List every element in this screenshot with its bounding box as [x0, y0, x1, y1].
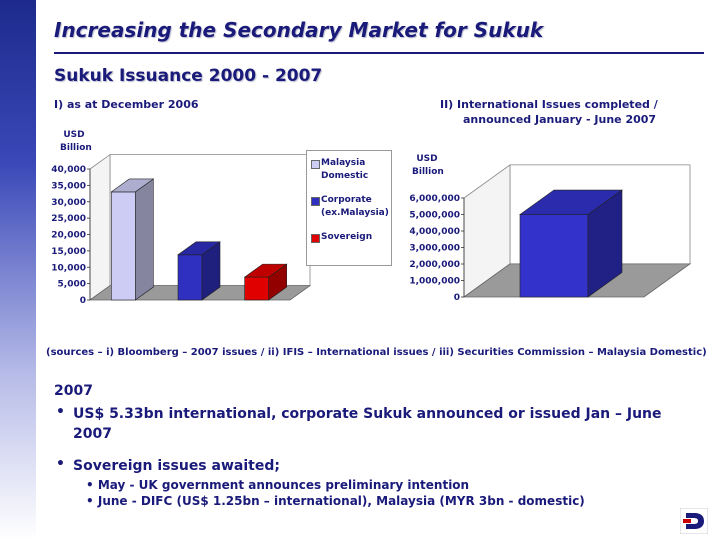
undefined: [243, 263, 288, 278]
legend-item-malaysia-domestic: Malaysia Domestic: [311, 157, 389, 183]
y-tick-label: 5,000,000: [409, 211, 460, 221]
y-tick-label: 10,000: [51, 263, 86, 273]
chart2-unit-line1: USD: [416, 154, 438, 164]
section-subtitle: Sukuk Issuance 2000 - 2007: [54, 66, 323, 86]
bullet-text-2: Sovereign issues awaited;: [73, 458, 280, 474]
undefined: [111, 191, 136, 301]
y-tick-label: 15,000: [51, 247, 86, 257]
y-tick-label: 25,000: [51, 214, 86, 224]
y-tick-label: 5,000: [58, 280, 86, 290]
legend-swatch: [311, 160, 320, 169]
legend-label: Malaysia Domestic: [321, 158, 369, 181]
bullet-1-line1: US$ 5.33bn international, corporate Suku…: [73, 406, 662, 422]
year-heading: 2007: [54, 383, 93, 399]
chart2-unit-line2: Billion: [412, 167, 444, 177]
y-tick-label: 3,000,000: [409, 244, 460, 254]
undefined: [135, 178, 154, 301]
legend-label: Corporate (ex.Malaysia): [321, 195, 389, 218]
y-tick-label: 0: [80, 296, 86, 306]
y-tick-label: 6,000,000: [409, 194, 460, 204]
undefined: [519, 189, 623, 215]
bullet-marker: •: [56, 456, 65, 472]
undefined: [110, 178, 155, 193]
undefined: [177, 241, 221, 256]
company-logo: [680, 508, 708, 534]
chart1-unit-line1: USD: [63, 130, 85, 140]
page-title: Increasing the Secondary Market for Suku…: [54, 18, 544, 42]
y-tick-label: 35,000: [51, 181, 86, 191]
legend-item-corporate: Corporate (ex.Malaysia): [311, 194, 389, 220]
undefined: [89, 153, 111, 301]
y-tick-label: 0: [454, 293, 460, 303]
y-tick-label: 2,000,000: [409, 260, 460, 270]
bullet-1-line2: 2007: [73, 426, 112, 442]
chart1-legend: Malaysia Domestic Corporate (ex.Malaysia…: [306, 150, 392, 266]
y-tick-label: 20,000: [51, 231, 86, 241]
y-tick-label: 1,000,000: [409, 277, 460, 287]
legend-swatch: [311, 234, 320, 243]
chart1-unit-line2: Billion: [60, 143, 92, 153]
sources-note: (sources – i) Bloomberg – 2007 issues / …: [46, 347, 707, 358]
chart2-heading-line1: II) International Issues completed /: [440, 98, 658, 111]
y-tick-label: 4,000,000: [409, 227, 460, 237]
bullet-text-1: US$ 5.33bn international, corporate Suku…: [73, 404, 693, 444]
y-tick-label: 40,000: [51, 165, 86, 175]
legend-swatch: [311, 197, 320, 206]
legend-item-sovereign: Sovereign: [311, 231, 389, 244]
chart2-heading-line2: announced January - June 2007: [463, 113, 657, 126]
y-tick-label: 30,000: [51, 198, 86, 208]
bullet-marker: •: [56, 404, 65, 420]
title-divider: [54, 52, 704, 54]
legend-label: Sovereign: [321, 232, 373, 242]
undefined: [177, 254, 203, 301]
undefined: [244, 276, 269, 301]
undefined: [519, 214, 589, 298]
chart1-heading: I) as at December 2006: [54, 98, 199, 111]
chart1-unit-label: USD Billion: [60, 129, 92, 155]
sub-bullet-1: • May - UK government announces prelimin…: [86, 478, 470, 492]
sub-bullet-2: • June - DIFC (US$ 1.25bn – internationa…: [86, 494, 585, 508]
left-accent-bar: [0, 0, 36, 540]
chart2-unit-label: USD Billion: [412, 153, 444, 179]
